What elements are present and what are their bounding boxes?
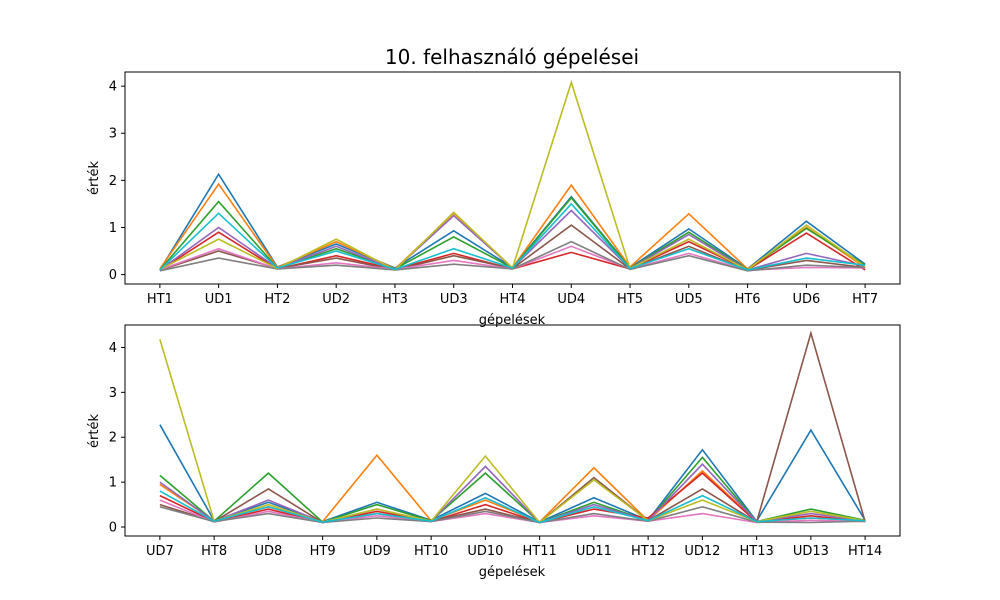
x-tick-label: UD1 bbox=[205, 292, 233, 307]
x-tick-label: UD9 bbox=[363, 544, 391, 559]
x-tick-label: HT14 bbox=[848, 544, 882, 559]
top-series-line-10 bbox=[159, 202, 866, 271]
bottom-series-line-4 bbox=[159, 472, 866, 524]
y-tick-label: 1 bbox=[109, 221, 117, 236]
bottom-y-ticks: 0 1 2 3 4 bbox=[109, 341, 125, 536]
bottom-series-line-7 bbox=[159, 499, 866, 524]
bottom-plot-frame bbox=[124, 324, 901, 537]
top-x-ticks: HT1 UD1 HT2 UD2 HT3 UD3 HT4 UD4 HT5 UD5 HT6 UD6 HT7 bbox=[147, 284, 878, 307]
y-tick-label: 1 bbox=[109, 476, 117, 491]
x-tick-label: HT5 bbox=[617, 292, 643, 307]
x-tick-label: HT11 bbox=[522, 544, 556, 559]
x-tick-label: HT10 bbox=[414, 544, 448, 559]
x-tick-label: UD10 bbox=[467, 544, 503, 559]
y-tick-label: 4 bbox=[109, 341, 117, 356]
top-series-layer bbox=[159, 79, 866, 272]
x-tick-label: HT6 bbox=[735, 292, 761, 307]
x-tick-label: HT3 bbox=[382, 292, 408, 307]
bottom-subplot: UD7 HT8 UD8 HT9 UD9 HT10 UD10 HT11 UD11 HT12 UD12 H… bbox=[87, 324, 901, 580]
bottom-y-axis-label: érték bbox=[87, 414, 102, 448]
x-tick-label: HT8 bbox=[201, 544, 227, 559]
x-tick-label: UD2 bbox=[322, 292, 350, 307]
x-tick-label: HT12 bbox=[631, 544, 665, 559]
x-tick-label: UD11 bbox=[576, 544, 612, 559]
figure-title: 10. felhasználó gépelései bbox=[385, 45, 639, 69]
x-tick-label: UD12 bbox=[684, 544, 720, 559]
bottom-series-layer bbox=[159, 330, 866, 524]
x-tick-label: HT9 bbox=[310, 544, 336, 559]
x-tick-label: UD13 bbox=[793, 544, 829, 559]
top-y-ticks: 0 1 2 3 4 bbox=[109, 80, 125, 283]
top-y-axis-label: érték bbox=[87, 161, 102, 195]
bottom-series-line-8 bbox=[159, 505, 866, 524]
y-tick-label: 2 bbox=[109, 431, 117, 446]
x-tick-label: HT2 bbox=[264, 292, 290, 307]
bottom-x-ticks: UD7 HT8 UD8 HT9 UD9 HT10 UD10 HT11 UD11 HT12 UD12 H… bbox=[146, 536, 882, 559]
y-tick-label: 3 bbox=[109, 386, 117, 401]
x-tick-label: UD7 bbox=[146, 544, 174, 559]
bottom-series-line-5 bbox=[159, 463, 866, 524]
x-tick-label: UD3 bbox=[440, 292, 468, 307]
y-tick-label: 4 bbox=[109, 80, 117, 95]
y-tick-label: 2 bbox=[109, 174, 117, 189]
x-tick-label: HT4 bbox=[500, 292, 526, 307]
x-tick-label: HT7 bbox=[852, 292, 878, 307]
x-tick-label: HT13 bbox=[739, 544, 773, 559]
y-tick-label: 0 bbox=[109, 521, 117, 536]
bottom-x-axis-label: gépelések bbox=[479, 565, 546, 580]
x-tick-label: UD5 bbox=[675, 292, 703, 307]
bottom-series-line-10 bbox=[159, 490, 866, 524]
x-tick-label: HT1 bbox=[147, 292, 173, 307]
top-subplot: HT1 UD1 HT2 UD2 HT3 UD3 HT4 UD4 HT5 UD5 HT6 UD6 HT7 … bbox=[87, 71, 901, 328]
x-tick-label: UD6 bbox=[792, 292, 820, 307]
bottom-series-line-1 bbox=[159, 424, 866, 523]
x-tick-label: UD4 bbox=[557, 292, 585, 307]
top-x-axis-label: gépelések bbox=[479, 313, 546, 328]
y-tick-label: 3 bbox=[109, 127, 117, 142]
y-tick-label: 0 bbox=[109, 268, 117, 283]
x-tick-label: UD8 bbox=[254, 544, 282, 559]
